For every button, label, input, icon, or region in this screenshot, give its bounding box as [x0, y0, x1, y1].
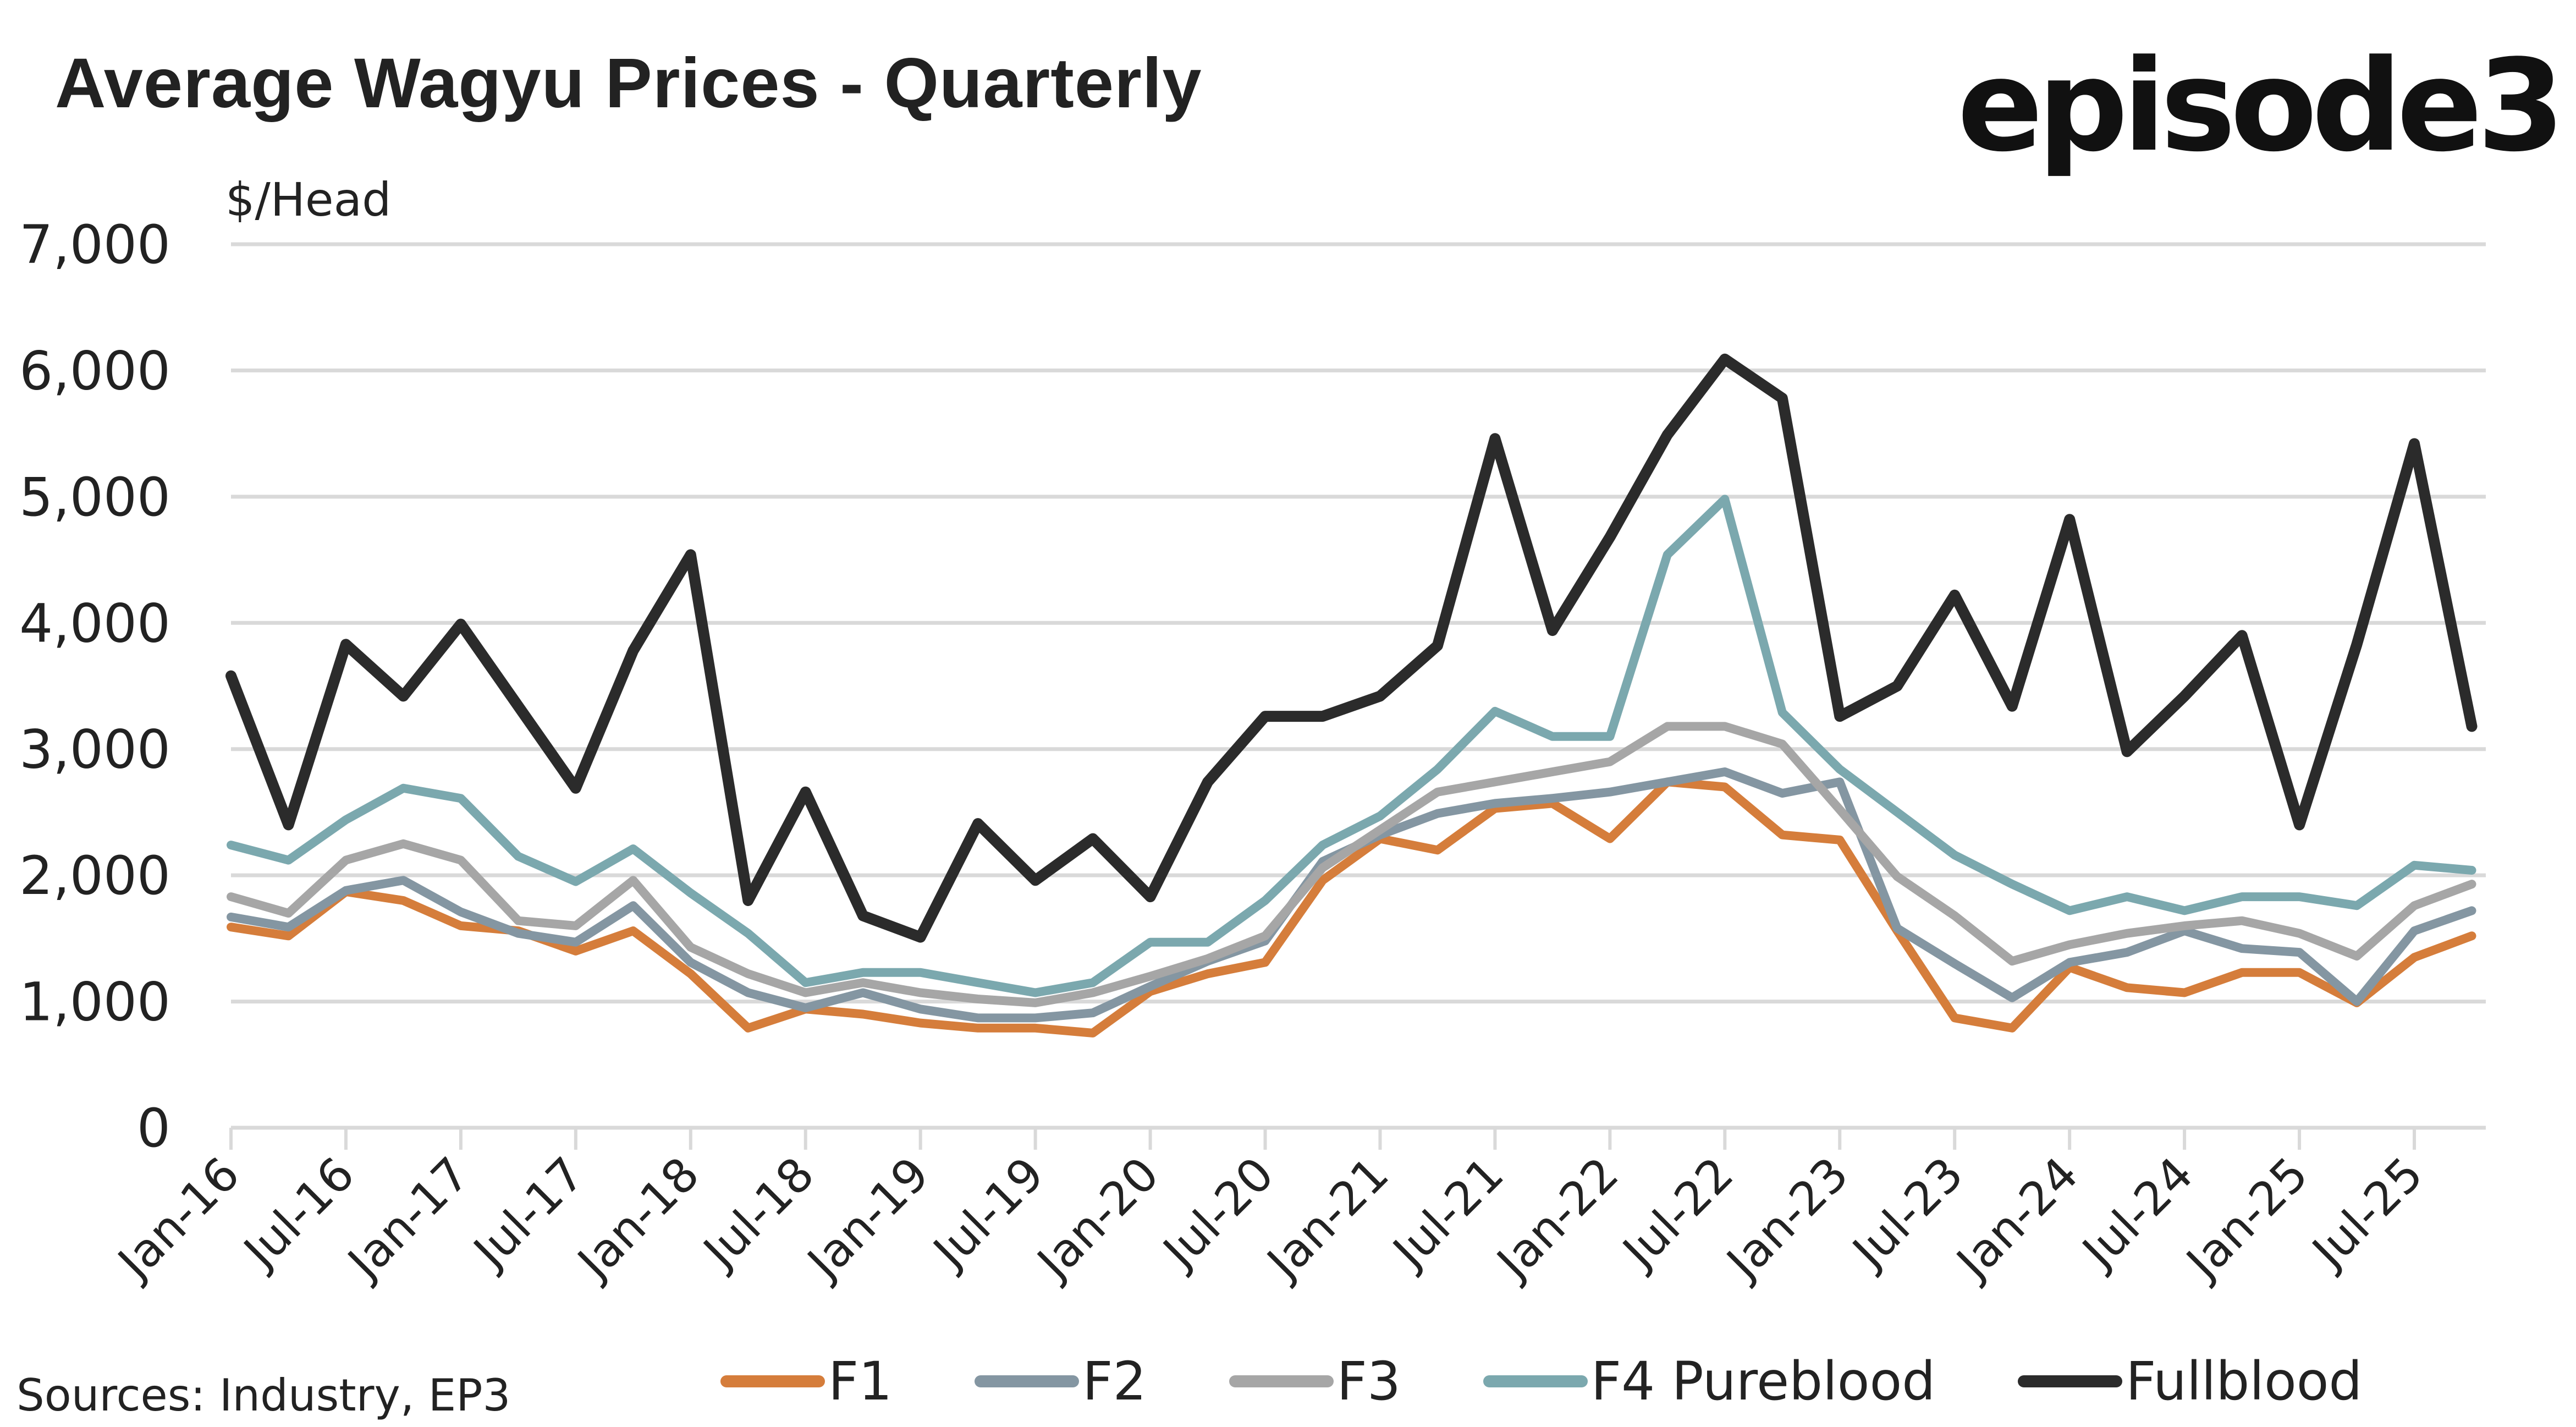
episode3-logo: episode3 — [1957, 33, 2565, 180]
y-tick-label: 7,000 — [19, 214, 170, 276]
legend-item-f2: F2 — [975, 1351, 1147, 1412]
y-axis-unit-label: $/Head — [225, 173, 391, 227]
legend: F1 F2 F3 F4 Pureblood Fullblood — [720, 1351, 2445, 1412]
legend-label: F4 Pureblood — [1590, 1351, 1936, 1412]
series-line-f3 — [227, 722, 2476, 1007]
x-tick-label: Jul-18 — [691, 1147, 824, 1280]
legend-swatch — [1229, 1375, 1334, 1387]
x-tick-label: Jul-20 — [1151, 1147, 1284, 1280]
series-line-fullblood — [225, 353, 2478, 943]
series-line-f4-pureblood — [227, 495, 2476, 997]
x-axis: Jan-16Jul-16Jan-17Jul-17Jan-18Jul-18Jan-… — [106, 1128, 2433, 1291]
y-tick-label: 1,000 — [19, 972, 170, 1033]
x-tick-label: Jul-17 — [461, 1147, 595, 1280]
legend-label: F2 — [1082, 1351, 1147, 1412]
legend-swatch — [1483, 1375, 1588, 1387]
x-tick-label: Jan-24 — [1945, 1147, 2088, 1291]
legend-label: Fullblood — [2126, 1351, 2363, 1412]
x-tick-label: Jan-23 — [1715, 1147, 1858, 1291]
legend-item-f1: F1 — [720, 1351, 892, 1412]
gridlines — [231, 242, 2486, 1130]
x-tick-label: Jan-17 — [336, 1147, 480, 1291]
x-tick-label: Jul-21 — [1381, 1147, 1514, 1280]
legend-item-f3: F3 — [1229, 1351, 1401, 1412]
y-tick-label: 3,000 — [19, 719, 170, 781]
x-tick-label: Jul-23 — [1841, 1147, 1974, 1280]
series-lines — [225, 353, 2478, 1038]
x-tick-label: Jan-19 — [795, 1147, 939, 1291]
chart-title: Average Wagyu Prices - Quarterly — [55, 44, 1202, 123]
x-tick-label: Jul-24 — [2071, 1147, 2204, 1280]
y-tick-label: 5,000 — [19, 466, 170, 528]
x-tick-label: Jul-19 — [921, 1147, 1054, 1280]
legend-item-fullblood: Fullblood — [2018, 1351, 2362, 1412]
x-tick-label: Jan-20 — [1025, 1147, 1169, 1291]
x-tick-label: Jan-18 — [566, 1147, 709, 1291]
y-tick-label: 6,000 — [19, 340, 170, 402]
x-tick-label: Jan-25 — [2175, 1147, 2318, 1291]
legend-swatch — [975, 1375, 1080, 1387]
series-line-f1 — [227, 777, 2476, 1038]
x-tick-label: Jul-22 — [1611, 1147, 1744, 1280]
y-axis-tick-labels: 0 1,000 2,000 3,000 4,000 5,000 6,000 7,000 — [19, 214, 170, 1159]
x-tick-label: Jan-22 — [1485, 1147, 1628, 1291]
legend-label: F1 — [828, 1351, 893, 1412]
legend-label: F3 — [1336, 1351, 1401, 1412]
y-tick-label: 2,000 — [19, 845, 170, 907]
legend-swatch — [2018, 1375, 2123, 1387]
x-tick-label: Jul-25 — [2300, 1147, 2434, 1280]
y-tick-label: 0 — [137, 1097, 170, 1159]
x-tick-label: Jan-16 — [106, 1147, 250, 1291]
y-tick-label: 4,000 — [19, 592, 170, 654]
legend-item-f4-pureblood: F4 Pureblood — [1483, 1351, 1935, 1412]
x-tick-label: Jan-21 — [1255, 1147, 1399, 1291]
source-note: Sources: Industry, EP3 — [16, 1370, 511, 1421]
x-tick-label: Jul-16 — [232, 1147, 365, 1280]
legend-swatch — [720, 1375, 825, 1387]
